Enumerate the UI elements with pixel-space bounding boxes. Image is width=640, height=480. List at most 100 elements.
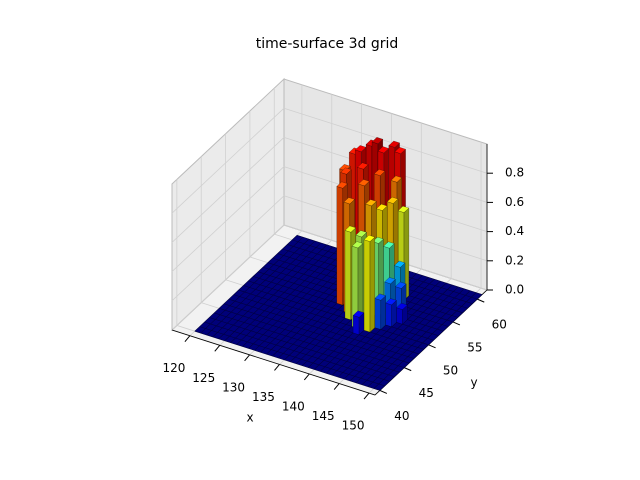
floor-line <box>200 236 304 334</box>
y-tick-label: 50 <box>443 363 458 377</box>
floor-line <box>355 286 459 384</box>
bar-top <box>394 147 407 154</box>
bar-top <box>351 241 364 249</box>
x-tick-label: 145 <box>312 409 335 423</box>
x-tick <box>214 344 221 352</box>
bar-top <box>372 236 384 244</box>
bar-front <box>336 186 344 306</box>
bar-top <box>386 196 399 204</box>
bar-top <box>344 225 357 233</box>
grid-line <box>171 107 285 214</box>
x-axis-label: x <box>246 411 253 425</box>
bar <box>352 310 365 336</box>
floor-line <box>349 284 453 382</box>
bar-side <box>369 236 376 333</box>
z-tick-label: 0.4 <box>505 224 524 238</box>
y-tick-label: 55 <box>467 340 482 354</box>
x-tick-label: 130 <box>222 380 245 394</box>
bar-top <box>396 302 408 310</box>
y-tick <box>477 298 485 303</box>
bar-top <box>390 175 403 183</box>
z-tick-label: 0.6 <box>505 195 524 209</box>
x-tick <box>184 335 191 343</box>
grid-line <box>171 166 285 272</box>
z-tick-label: 0.8 <box>505 166 524 180</box>
floor-line <box>343 282 447 380</box>
bar <box>374 293 387 331</box>
bar-front <box>396 307 403 325</box>
grid-line <box>171 137 285 243</box>
floor-line <box>243 285 429 346</box>
x-tick-label: 140 <box>282 399 305 413</box>
data-floor <box>194 235 483 391</box>
floor-line <box>248 252 351 349</box>
bar-top <box>365 199 377 207</box>
z-tick-label: 0.0 <box>505 283 524 297</box>
y-tick <box>379 389 388 394</box>
bar-top <box>393 260 406 268</box>
floor-line <box>194 235 298 332</box>
bar-top <box>354 145 367 153</box>
floor-line <box>219 308 405 368</box>
x-tick <box>303 373 310 381</box>
floor-line <box>194 330 380 391</box>
grid-line <box>283 107 488 174</box>
floor-line <box>242 250 346 347</box>
bar-top <box>385 298 397 306</box>
bar-top <box>343 197 356 205</box>
x-tick <box>274 364 280 371</box>
bar <box>396 302 408 325</box>
floor-line <box>373 292 477 389</box>
bar-side <box>380 295 386 331</box>
y-tick <box>404 367 412 372</box>
y-axis-label: y <box>470 376 477 390</box>
x-tick <box>363 392 370 400</box>
floor-line <box>379 294 483 391</box>
floor-line <box>233 294 419 355</box>
bar-top <box>355 230 368 238</box>
floor-line <box>367 290 471 387</box>
bar-top <box>375 203 388 211</box>
bar-top <box>363 234 376 242</box>
floor-line <box>209 317 395 378</box>
z-tick-label: 0.2 <box>505 253 524 267</box>
bar-top <box>371 137 384 145</box>
bar-top <box>336 181 349 189</box>
bar-front <box>374 298 382 330</box>
y-tick <box>452 321 461 326</box>
floor-line <box>204 321 390 382</box>
floor-line <box>214 312 400 373</box>
grid-line <box>171 195 285 302</box>
x-tick-label: 150 <box>342 419 365 433</box>
x-tick <box>244 354 251 362</box>
floor-line <box>337 280 441 378</box>
bar-front <box>385 302 392 328</box>
bar-top <box>356 162 369 170</box>
bar-front <box>344 230 352 321</box>
floor-line <box>361 288 465 385</box>
y-tick-label: 60 <box>492 318 507 332</box>
bar-top <box>377 146 390 154</box>
bar-top <box>352 310 365 318</box>
x-tick-label: 120 <box>162 361 185 375</box>
x-tick-label: 135 <box>252 390 275 404</box>
floor-line <box>238 289 424 350</box>
bar <box>363 234 376 333</box>
x-tick <box>333 383 340 390</box>
bar-top <box>373 169 386 176</box>
floor-line <box>212 240 316 338</box>
bar-top <box>388 140 401 148</box>
floor-line <box>206 238 310 336</box>
floor-line <box>230 246 334 343</box>
bar-front <box>352 315 360 336</box>
x-tick-label: 125 <box>192 371 215 385</box>
floor-line <box>228 298 415 359</box>
bar-top <box>340 167 352 175</box>
y-tick-label: 45 <box>419 386 434 400</box>
floor-line <box>218 242 322 340</box>
floor-line <box>224 244 328 341</box>
bar <box>385 298 397 328</box>
chart-title: time-surface 3d grid <box>256 36 399 52</box>
